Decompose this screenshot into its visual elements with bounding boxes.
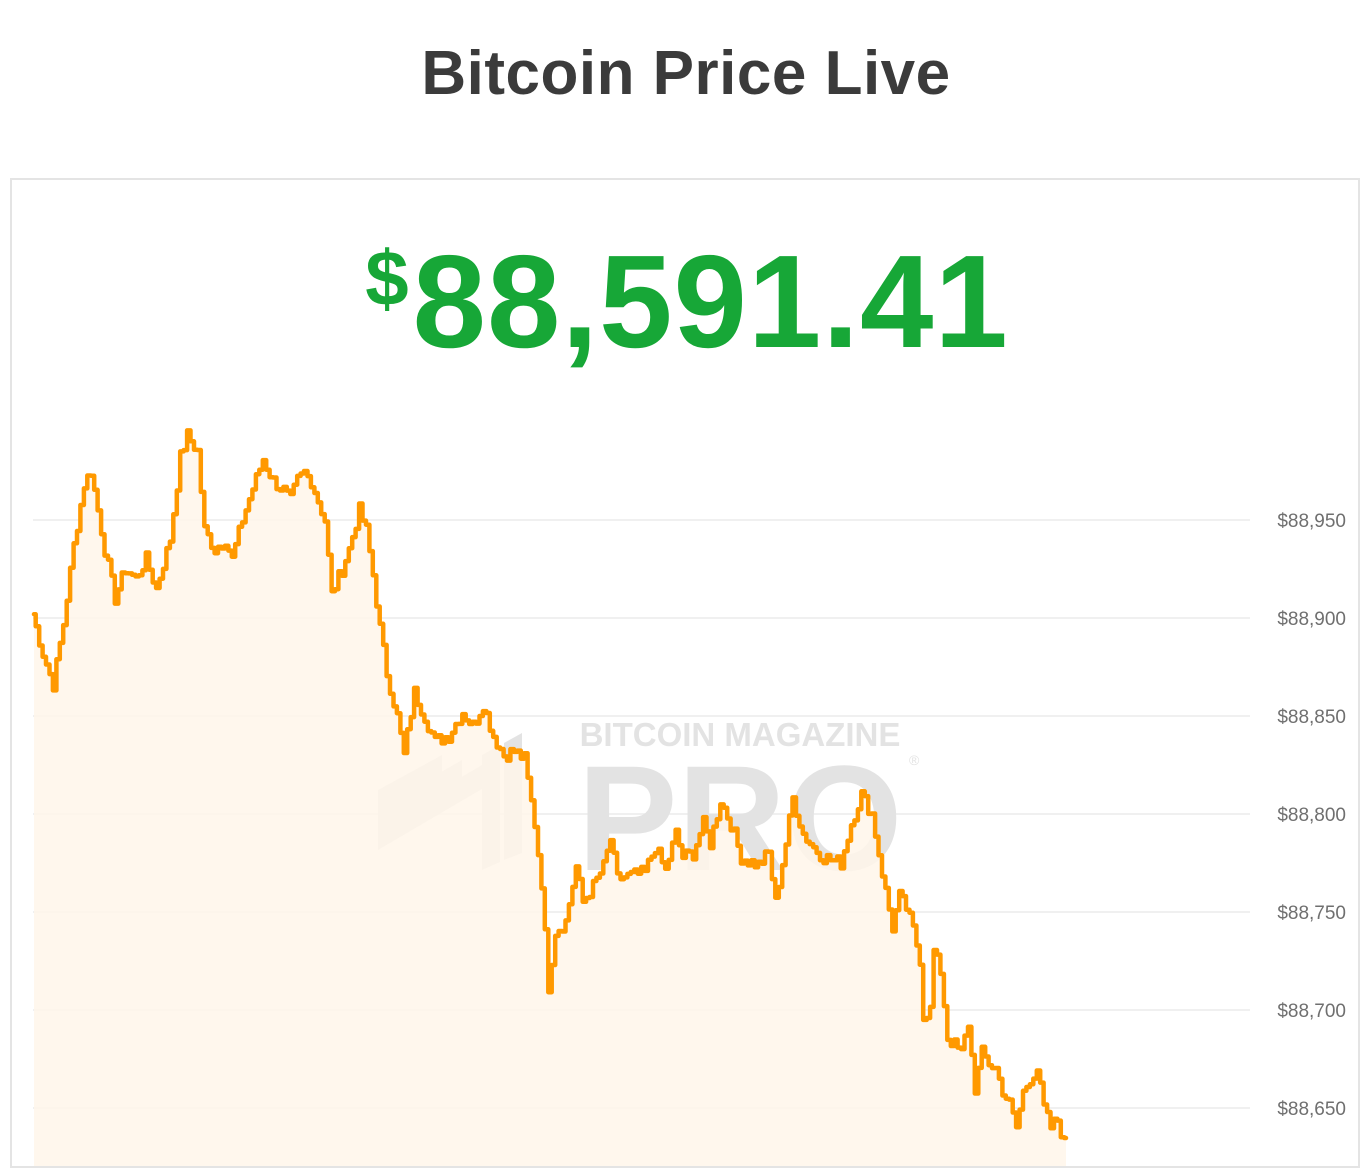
price-card: $88,591.41 BITCOIN MAGAZINE PRO ® $88,95… bbox=[10, 178, 1360, 1168]
price-chart: BITCOIN MAGAZINE PRO ® $88,950$88,900$88… bbox=[31, 428, 1346, 1166]
y-axis-labels: $88,950 $88,900 $88,850 $88,800 $88,750 $88,7… bbox=[1277, 511, 1346, 1120]
y-tick-label: $88,850 bbox=[1277, 707, 1346, 728]
current-price: $88,591.41 bbox=[12, 226, 1358, 377]
y-tick-label: $88,700 bbox=[1277, 1001, 1346, 1022]
y-tick-label: $88,650 bbox=[1277, 1099, 1346, 1120]
price-value: 88,591.41 bbox=[412, 228, 1009, 375]
page-title: Bitcoin Price Live bbox=[421, 39, 951, 108]
price-line bbox=[31, 428, 1069, 1141]
y-tick-label: $88,900 bbox=[1277, 609, 1346, 630]
price-area bbox=[34, 430, 1066, 1166]
y-tick-label: $88,950 bbox=[1277, 511, 1346, 532]
currency-symbol: $ bbox=[365, 234, 409, 322]
watermark-registered-mark: ® bbox=[909, 752, 920, 768]
watermark-line1: BITCOIN MAGAZINE bbox=[580, 716, 901, 753]
y-tick-label: $88,750 bbox=[1277, 903, 1346, 924]
y-tick-label: $88,800 bbox=[1277, 805, 1346, 826]
